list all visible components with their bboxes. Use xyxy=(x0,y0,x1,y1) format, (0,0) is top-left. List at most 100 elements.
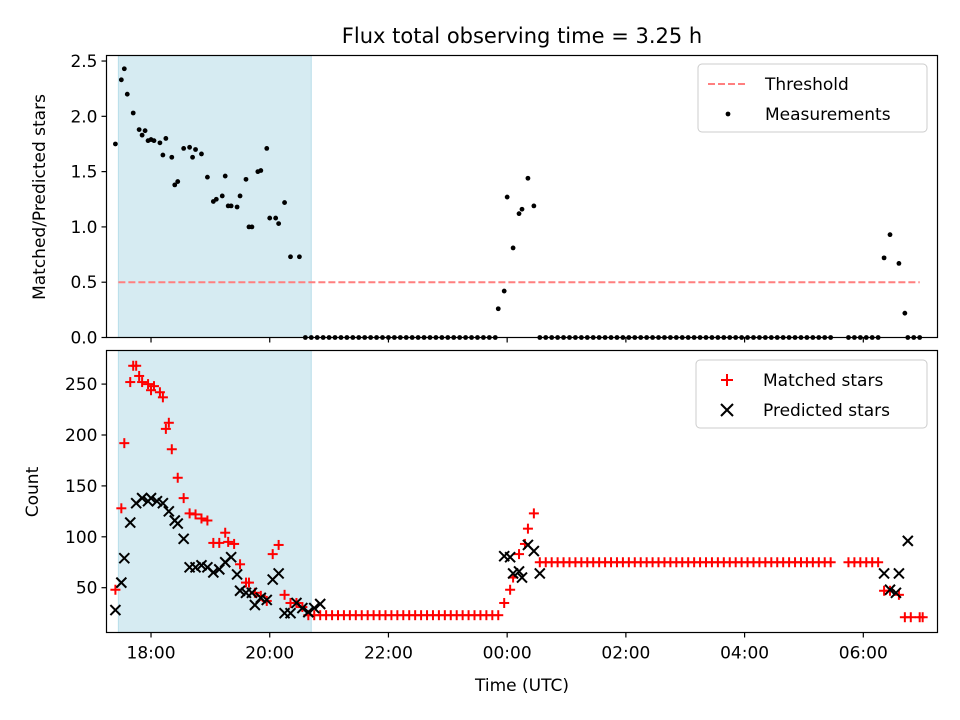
matched-star-marker xyxy=(160,423,171,434)
measurement-point xyxy=(525,175,531,181)
matched-star-marker xyxy=(229,538,240,549)
measurement-point xyxy=(234,204,240,210)
predicted-star-marker xyxy=(163,505,175,518)
predicted-star-marker xyxy=(308,602,320,614)
top-y-tick-label: 2.5 xyxy=(70,52,97,72)
predicted-star-marker xyxy=(172,517,184,530)
measurement-point xyxy=(495,306,501,312)
top-y-ticks: 0.0 0.5 1.0 1.5 2.0 2.5 xyxy=(70,52,107,349)
bottom-legend-box xyxy=(695,359,928,429)
matched-star-marker xyxy=(154,387,165,398)
predicted-star-marker xyxy=(207,566,220,579)
predicted-star-marker xyxy=(115,576,128,589)
bottom-y-axis-label: Count xyxy=(23,466,43,517)
bottom-panel: 50 100 150 200 250 18:00 20:00 22:00 00:00 02:00… xyxy=(23,349,939,696)
matched-star-marker xyxy=(116,503,127,514)
measurement-point xyxy=(896,261,902,266)
measurement-point xyxy=(273,215,279,221)
matched-star-marker xyxy=(499,597,510,608)
x-tick-label: 04:00 xyxy=(720,644,769,664)
measurement-point xyxy=(151,138,157,144)
matched-star-marker xyxy=(166,444,177,455)
matched-star-marker xyxy=(134,370,145,381)
bottom-axes-frame xyxy=(105,349,939,634)
matched-stars-legend-swatch xyxy=(721,374,733,386)
measurement-point xyxy=(282,200,287,205)
matched-star-marker xyxy=(514,549,525,560)
measurement-point xyxy=(175,179,181,184)
measurement-point xyxy=(187,144,193,150)
bottom-y-tick-label: 200 xyxy=(65,426,97,446)
matched-star-marker xyxy=(917,612,928,623)
measurement-point xyxy=(881,255,887,261)
measurement-point xyxy=(297,254,302,260)
matched-stars-legend-label: Matched stars xyxy=(763,371,883,391)
x-tick-label: 18:00 xyxy=(127,644,176,664)
predicted-star-marker xyxy=(231,568,243,581)
top-y-tick-label: 0.5 xyxy=(70,273,97,293)
matched-star-marker xyxy=(905,612,916,623)
top-y-axis-label: Matched/Predicted stars xyxy=(30,94,50,300)
measurement-point xyxy=(510,245,516,251)
measurement-point xyxy=(213,196,219,202)
measurement-point xyxy=(130,110,136,116)
bottom-x-ticks: 18:00 20:00 22:00 00:00 02:00 04:00 06:00 xyxy=(127,632,888,664)
measurements-legend-label: Measurements xyxy=(765,105,891,125)
measurement-point xyxy=(219,193,225,199)
predicted-star-marker xyxy=(284,607,297,619)
bottom-y-tick-label: 50 xyxy=(76,579,98,599)
matched-star-marker xyxy=(184,508,195,519)
top-y-tick-label: 0.0 xyxy=(70,329,97,349)
measurement-point xyxy=(249,224,255,230)
predicted-star-marker xyxy=(302,606,315,618)
matched-star-marker xyxy=(505,584,516,595)
measurement-point xyxy=(181,145,187,151)
measurement-point xyxy=(267,215,273,221)
measurement-point xyxy=(190,154,195,160)
x-tick-label: 06:00 xyxy=(839,644,888,664)
measurement-point xyxy=(531,203,537,209)
measurement-point xyxy=(264,145,270,151)
matched-star-marker xyxy=(279,589,290,600)
x-tick-label: 02:00 xyxy=(601,644,650,664)
measurement-point xyxy=(519,206,525,212)
measurement-point xyxy=(276,221,282,226)
measurement-point xyxy=(163,136,169,141)
matched-star-marker xyxy=(143,379,154,390)
measurement-point xyxy=(142,128,148,134)
measurement-point xyxy=(157,140,163,146)
matched-star-marker xyxy=(528,508,539,519)
matched-star-marker xyxy=(131,360,142,371)
predicted-star-marker xyxy=(272,567,285,580)
top-y-tick-label: 2.0 xyxy=(70,107,97,127)
top-y-tick-label: 1.5 xyxy=(70,163,97,183)
predicted-star-marker xyxy=(261,594,273,606)
predicted-star-marker xyxy=(109,604,122,616)
x-tick-label: 00:00 xyxy=(483,644,532,664)
measurement-point xyxy=(193,147,198,152)
top-legend: Threshold Measurements xyxy=(697,63,928,133)
measurement-point xyxy=(139,132,145,138)
bottom-y-tick-label: 150 xyxy=(65,477,97,497)
predicted-star-marker xyxy=(890,587,902,599)
measurement-point xyxy=(124,91,130,97)
predicted-star-marker xyxy=(878,567,890,580)
predicted-star-marker xyxy=(296,602,309,614)
matched-star-marker xyxy=(825,557,836,568)
measurement-point xyxy=(501,288,507,294)
predicted-star-marker xyxy=(314,598,326,610)
matched-star-marker xyxy=(214,537,225,548)
bottom-y-tick-label: 250 xyxy=(65,375,97,395)
matched-star-marker xyxy=(148,381,159,392)
measurement-point xyxy=(118,77,124,83)
measurement-point xyxy=(243,176,249,182)
bottom-shaded-region xyxy=(117,350,312,633)
predicted-star-marker xyxy=(225,551,237,563)
matched-star-marker xyxy=(163,417,174,428)
measurement-point xyxy=(113,141,118,147)
matched-star-marker xyxy=(178,493,189,504)
matched-star-marker xyxy=(172,472,183,483)
top-shade-rect xyxy=(117,55,312,338)
measurement-point xyxy=(258,168,264,173)
